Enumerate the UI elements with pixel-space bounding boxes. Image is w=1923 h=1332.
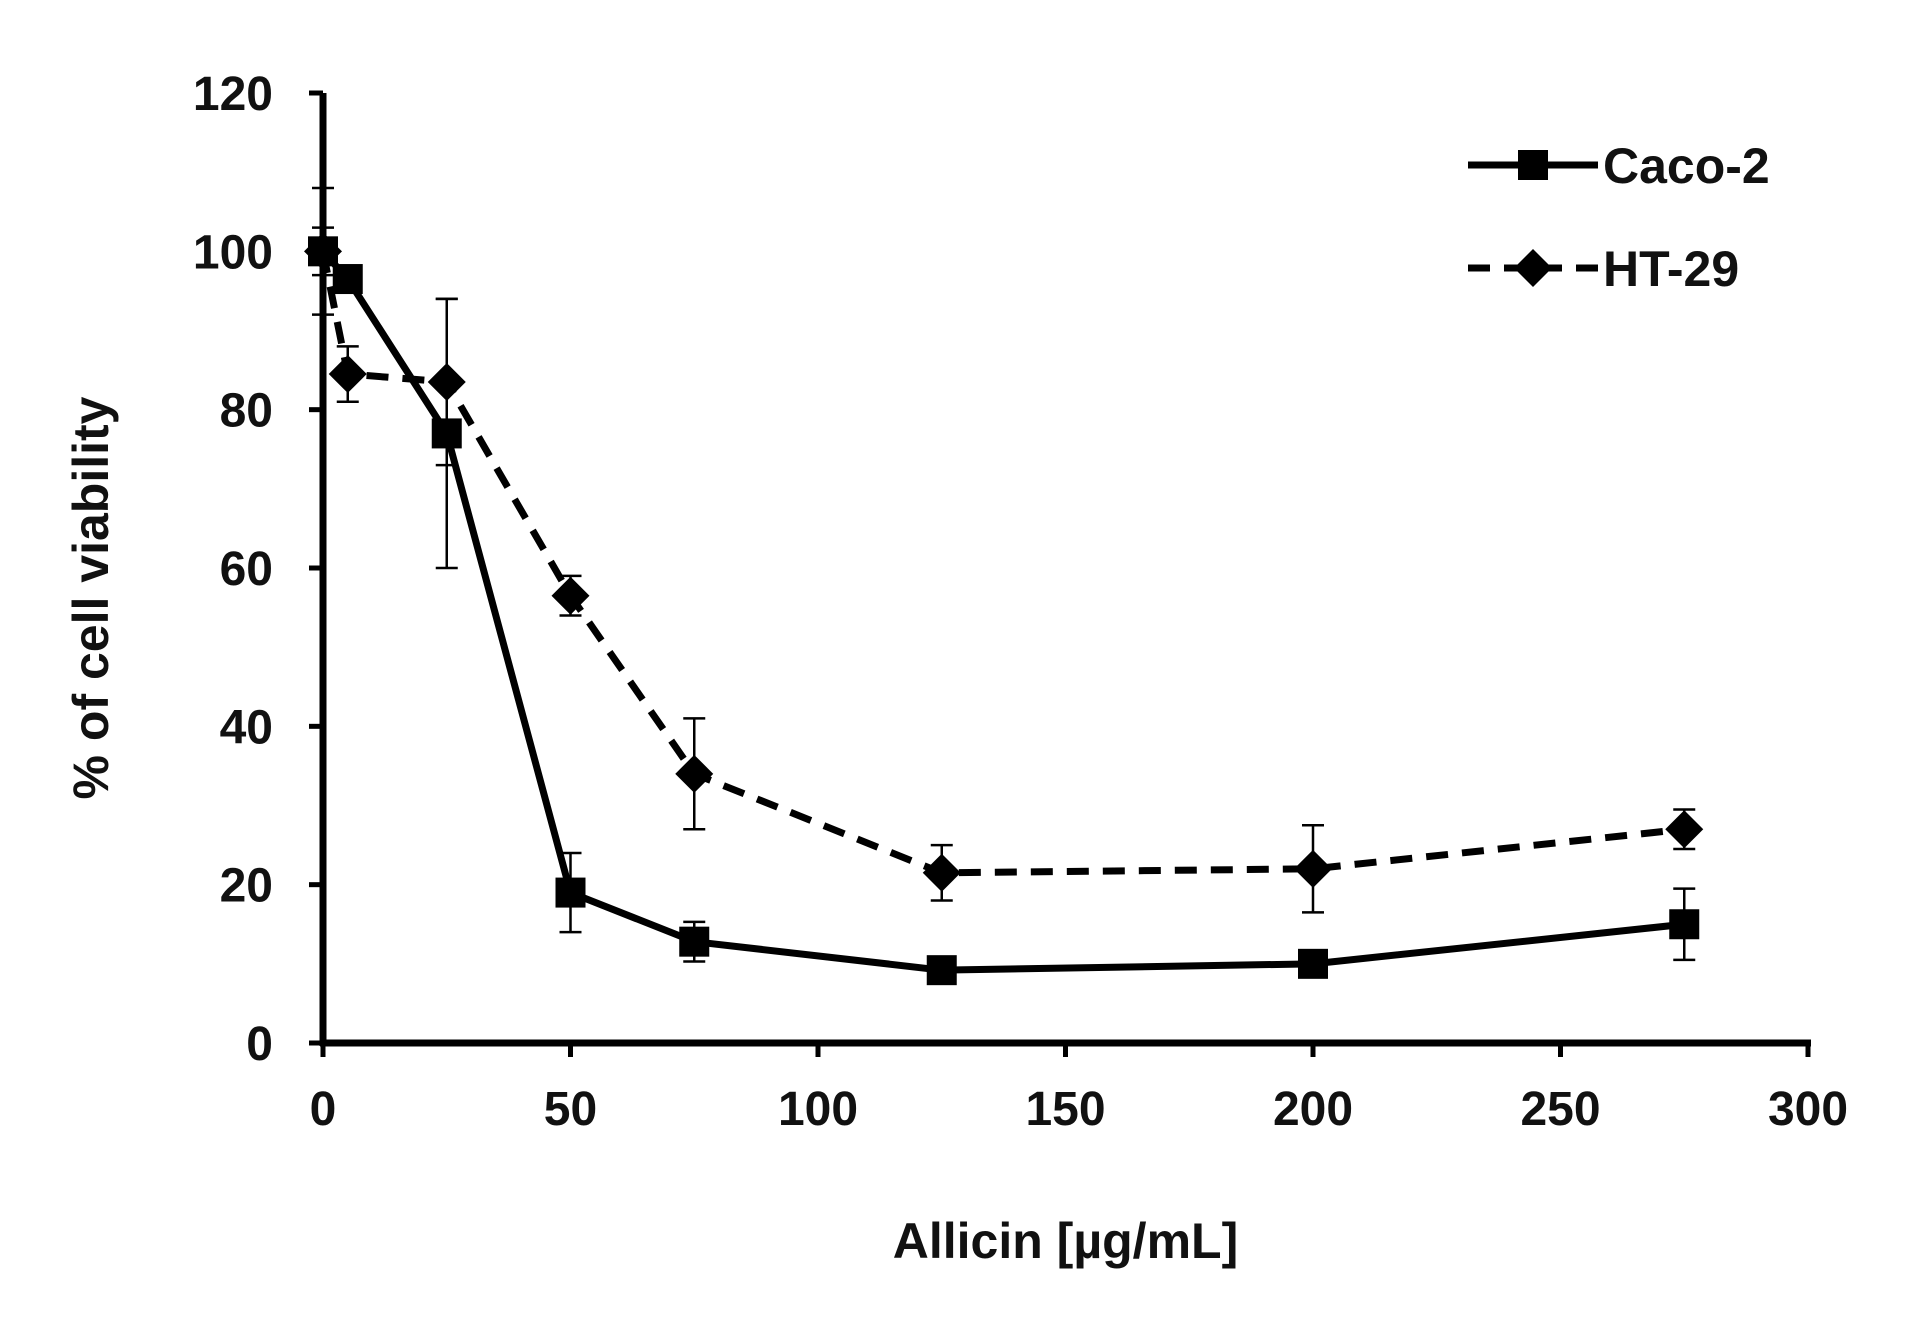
data-point-square bbox=[332, 264, 363, 295]
series-line bbox=[319, 250, 1685, 877]
y-tick-label: 80 bbox=[220, 385, 273, 438]
legend-label: HT-29 bbox=[1603, 241, 1739, 297]
x-axis-title: Allicin [µg/mL] bbox=[893, 1213, 1238, 1269]
x-tick-label: 0 bbox=[310, 1083, 337, 1136]
x-ticks: 0 50 100 150 200 250 300 bbox=[310, 1043, 1848, 1136]
y-tick-label: 20 bbox=[220, 860, 273, 913]
y-axis-title: % of cell viability bbox=[63, 396, 119, 799]
data-point-square bbox=[1298, 948, 1328, 979]
data-point-diamond bbox=[675, 754, 714, 793]
data-point-square bbox=[926, 955, 957, 986]
x-tick-label: 100 bbox=[778, 1083, 858, 1136]
data-point-square bbox=[308, 236, 338, 267]
y-tick-label: 0 bbox=[246, 1018, 273, 1071]
y-tick-label: 60 bbox=[220, 543, 273, 596]
y-ticks: 0 20 40 60 80 100 120 bbox=[193, 68, 323, 1071]
data-point-diamond bbox=[1514, 249, 1552, 287]
data-point-square bbox=[679, 926, 710, 957]
y-tick-label: 40 bbox=[220, 701, 273, 754]
legend-label: Caco-2 bbox=[1603, 138, 1770, 194]
data-point-diamond bbox=[328, 355, 367, 394]
data-point-square bbox=[1518, 150, 1548, 180]
y-tick-label: 120 bbox=[193, 68, 273, 121]
data-point-diamond bbox=[922, 853, 961, 892]
legend-item-ht-29: HT-29 bbox=[1468, 241, 1739, 297]
x-tick-label: 50 bbox=[544, 1083, 597, 1136]
data-point-square bbox=[431, 418, 462, 449]
data-point-square bbox=[1669, 909, 1700, 940]
data-point-diamond bbox=[551, 576, 590, 615]
x-tick-label: 150 bbox=[1025, 1083, 1105, 1136]
data-point-diamond bbox=[1665, 810, 1704, 849]
series-ht-29 bbox=[304, 186, 1704, 914]
x-tick-label: 300 bbox=[1768, 1083, 1848, 1136]
plot-area bbox=[304, 186, 1704, 986]
x-tick-label: 250 bbox=[1520, 1083, 1600, 1136]
y-tick-label: 100 bbox=[193, 226, 273, 279]
x-tick-label: 200 bbox=[1273, 1083, 1353, 1136]
series-line bbox=[320, 249, 1685, 974]
series-caco-2 bbox=[308, 226, 1700, 986]
legend: Caco-2 HT-29 bbox=[1468, 138, 1770, 297]
data-point-square bbox=[555, 877, 586, 908]
data-point-diamond bbox=[1294, 849, 1332, 888]
legend-item-caco-2: Caco-2 bbox=[1468, 138, 1770, 194]
axes: 0 20 40 60 80 100 120 0 50 100 150 200 250 300 bbox=[193, 68, 1848, 1136]
